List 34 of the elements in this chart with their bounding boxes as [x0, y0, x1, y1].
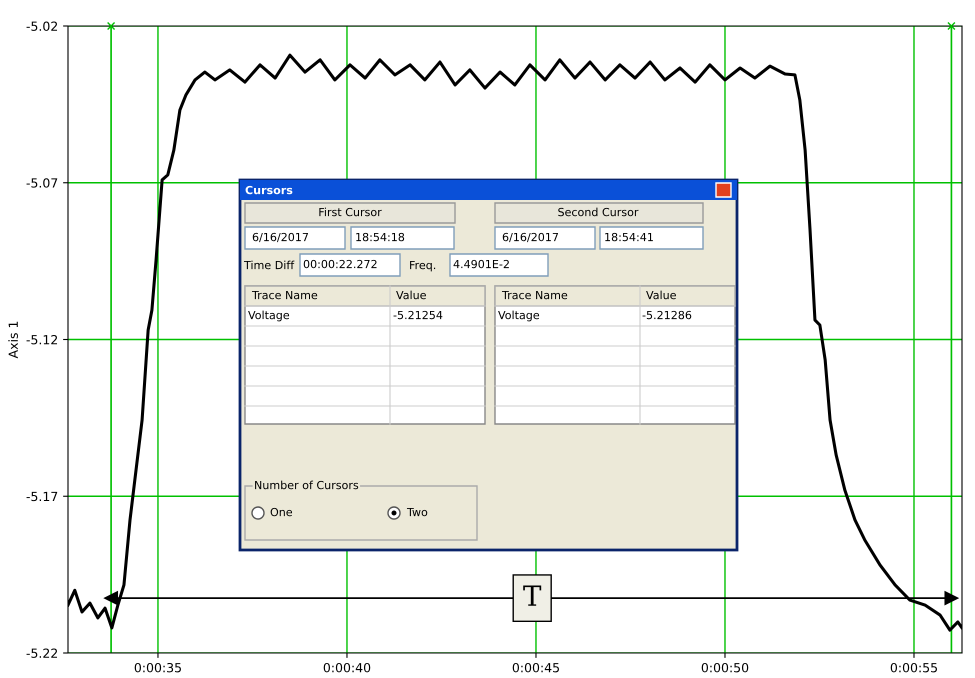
annotation: 18:54:41	[605, 232, 653, 242]
x-tick-label: 0:00:35	[134, 662, 181, 672]
annotation: Freq.	[410, 260, 436, 272]
annotation: Time Diff	[244, 260, 294, 270]
annotation: -5.21286	[642, 310, 692, 320]
annotation: 18:54:18	[356, 232, 404, 242]
x-tick-label: 0:00:40	[324, 662, 370, 672]
annotation: Cursors	[246, 186, 292, 194]
y-axis-title: Axis 1	[8, 322, 18, 358]
y-tick-label: -5.07	[26, 178, 58, 188]
annotation: Value	[646, 290, 676, 300]
y-tick-label: -5.12	[26, 334, 58, 344]
annotation: One	[270, 508, 292, 516]
x-tick-label: 0:00:45	[512, 662, 559, 672]
annotation: -5.21254	[394, 310, 442, 320]
annotation: T	[523, 586, 542, 606]
annotation: Trace Name	[252, 290, 318, 300]
x-tick-label: 0:00:55	[890, 662, 937, 672]
annotation: Two	[406, 508, 428, 516]
y-tick-label: -5.22	[26, 648, 58, 658]
annotation: Trace Name	[502, 290, 568, 300]
annotation: Second Cursor	[558, 208, 638, 216]
annotation: 6/16/2017	[502, 232, 558, 242]
y-tick-label: -5.02	[26, 21, 58, 31]
annotation: First Cursor	[319, 208, 382, 216]
annotation: Voltage	[248, 310, 290, 322]
annotation: 4.4901E-2	[454, 260, 509, 268]
x-tick-label: 0:00:50	[702, 662, 748, 672]
y-tick-label: -5.17	[26, 492, 58, 502]
annotation: Number of Cursors	[255, 480, 358, 490]
annotation: Value	[396, 290, 426, 300]
annotation: 6/16/2017	[252, 232, 308, 242]
annotation: Voltage	[498, 310, 540, 322]
annotation: 00:00:22.272	[304, 260, 377, 268]
